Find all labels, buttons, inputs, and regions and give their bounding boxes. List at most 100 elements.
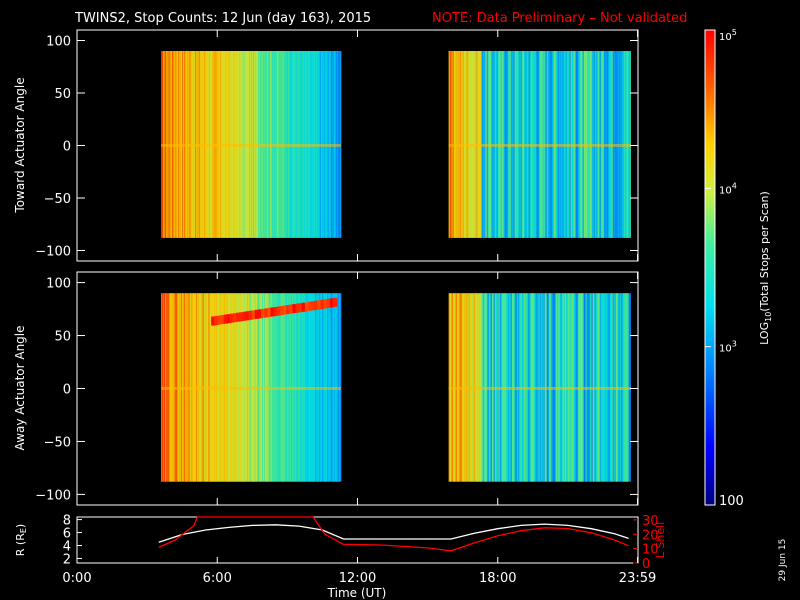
high-count-feature bbox=[295, 303, 301, 313]
high-count-feature bbox=[214, 316, 219, 326]
high-count-feature bbox=[289, 304, 294, 314]
away-y-ticks: 100 50 0 −50 −100 bbox=[35, 277, 638, 503]
away-y-axis-label: Away Actuator Angle bbox=[13, 325, 27, 450]
high-count-feature bbox=[304, 302, 310, 312]
lshell-tick-label: 0 bbox=[642, 557, 650, 572]
high-count-feature bbox=[211, 316, 216, 326]
zero-angle-band bbox=[161, 386, 342, 390]
time-tick-label: 23:59 bbox=[619, 571, 656, 586]
y-tick-label: 0 bbox=[63, 140, 71, 155]
high-count-feature bbox=[308, 301, 313, 311]
high-count-feature bbox=[226, 314, 232, 324]
high-count-feature bbox=[286, 305, 291, 315]
y-tick-label: −100 bbox=[35, 245, 71, 260]
zero-angle-band bbox=[448, 143, 631, 147]
high-count-feature bbox=[242, 311, 247, 321]
radius-tick-label: 4 bbox=[63, 540, 71, 555]
high-count-feature bbox=[220, 315, 226, 325]
radius-tick-label: 6 bbox=[63, 527, 71, 542]
y-tick-label: 100 bbox=[46, 35, 71, 50]
radius-tick-label: 8 bbox=[63, 514, 71, 529]
y-tick-label: −100 bbox=[35, 488, 71, 503]
time-tick-label: 6:00 bbox=[203, 571, 232, 586]
high-count-feature bbox=[317, 300, 322, 310]
toward-y-axis-label: Toward Actuator Angle bbox=[13, 77, 27, 213]
high-count-feature bbox=[320, 299, 326, 309]
preliminary-note: NOTE: Data Preliminary – Not validated bbox=[432, 11, 687, 26]
high-count-feature bbox=[276, 306, 282, 316]
y-tick-label: −50 bbox=[44, 192, 71, 207]
y-tick-label: 0 bbox=[63, 383, 71, 398]
high-count-feature bbox=[314, 300, 319, 310]
high-count-feature bbox=[258, 309, 263, 319]
high-count-feature bbox=[329, 298, 335, 308]
high-count-feature bbox=[267, 307, 272, 317]
lshell-series-line bbox=[158, 516, 629, 552]
radius-series-line bbox=[158, 523, 629, 543]
high-count-feature bbox=[273, 306, 279, 316]
figure-title: TWINS2, Stop Counts: 12 Jun (day 163), 2… bbox=[74, 11, 371, 26]
time-tick-label: 18:00 bbox=[479, 571, 516, 586]
colorbar-tick-label: 100 bbox=[719, 494, 744, 509]
y-tick-label: −50 bbox=[44, 435, 71, 450]
high-count-feature bbox=[301, 302, 307, 312]
colorbar-label: LOG10(Total Stops per Scan) bbox=[758, 191, 773, 345]
high-count-feature bbox=[311, 301, 316, 311]
colorbar-tick-label: 104 bbox=[719, 181, 737, 196]
zero-angle-band bbox=[448, 386, 631, 390]
high-count-feature bbox=[333, 297, 338, 307]
lshell-tick-label: 30 bbox=[642, 514, 659, 529]
time-x-ticks: 0:00 6:00 12:00 18:00 23:59 bbox=[62, 557, 656, 586]
high-count-feature bbox=[248, 310, 254, 320]
radius-tick-label: 2 bbox=[63, 552, 71, 567]
colorbar-gradient bbox=[704, 29, 716, 506]
time-tick-label: 0:00 bbox=[62, 571, 91, 586]
high-count-feature bbox=[298, 303, 304, 313]
y-tick-label: 50 bbox=[54, 330, 71, 345]
colorbar: 105 104 103 100 LOG10(Total Stops per Scan) bbox=[704, 28, 773, 509]
high-count-feature bbox=[279, 305, 285, 315]
time-axis-label: Time (UT) bbox=[327, 586, 387, 600]
orbit-panel-frame bbox=[76, 516, 639, 564]
high-count-feature bbox=[270, 307, 276, 317]
high-count-feature bbox=[233, 313, 238, 323]
orbit-series bbox=[158, 516, 629, 552]
away-x-tick-marks bbox=[76, 272, 639, 505]
away-angle-panel: 100 50 0 −50 −100 Away Actuator Angle bbox=[13, 271, 639, 506]
high-count-feature bbox=[261, 308, 266, 318]
high-count-feature bbox=[283, 305, 288, 315]
high-count-feature bbox=[254, 309, 260, 319]
high-count-feature bbox=[229, 313, 235, 323]
high-count-feature bbox=[264, 308, 269, 318]
high-count-feature bbox=[223, 314, 229, 324]
y-tick-label: 50 bbox=[54, 87, 71, 102]
toward-x-tick-marks bbox=[76, 30, 639, 261]
lshell-tick-label: 20 bbox=[642, 528, 659, 543]
toward-y-ticks: 100 50 0 −50 −100 bbox=[35, 35, 638, 260]
y-tick-label: 100 bbox=[46, 277, 71, 292]
toward-angle-panel: 100 50 0 −50 −100 Toward Actuator Angle bbox=[13, 29, 639, 262]
time-tick-label: 12:00 bbox=[339, 571, 376, 586]
high-count-feature bbox=[326, 298, 332, 308]
high-count-feature bbox=[323, 299, 329, 309]
away-heatmap-bands bbox=[161, 293, 631, 482]
high-count-feature bbox=[217, 315, 222, 325]
high-count-feature bbox=[239, 312, 244, 322]
high-count-feature bbox=[251, 310, 257, 320]
high-count-feature bbox=[292, 304, 297, 314]
colorbar-tick-label: 103 bbox=[719, 340, 737, 355]
zero-angle-band bbox=[161, 143, 342, 147]
toward-heatmap-bands bbox=[161, 51, 631, 238]
lshell-axis-label: L Shell bbox=[654, 522, 667, 558]
colorbar-ticks: 105 104 103 100 bbox=[705, 28, 744, 509]
high-count-feature bbox=[236, 312, 241, 322]
radius-axis-label: R (RE) bbox=[14, 524, 28, 556]
high-count-feature bbox=[245, 311, 251, 321]
date-stamp: 29 Jun 15 bbox=[778, 539, 788, 582]
colorbar-tick-label: 105 bbox=[719, 28, 737, 43]
lshell-tick-label: 10 bbox=[642, 543, 659, 558]
